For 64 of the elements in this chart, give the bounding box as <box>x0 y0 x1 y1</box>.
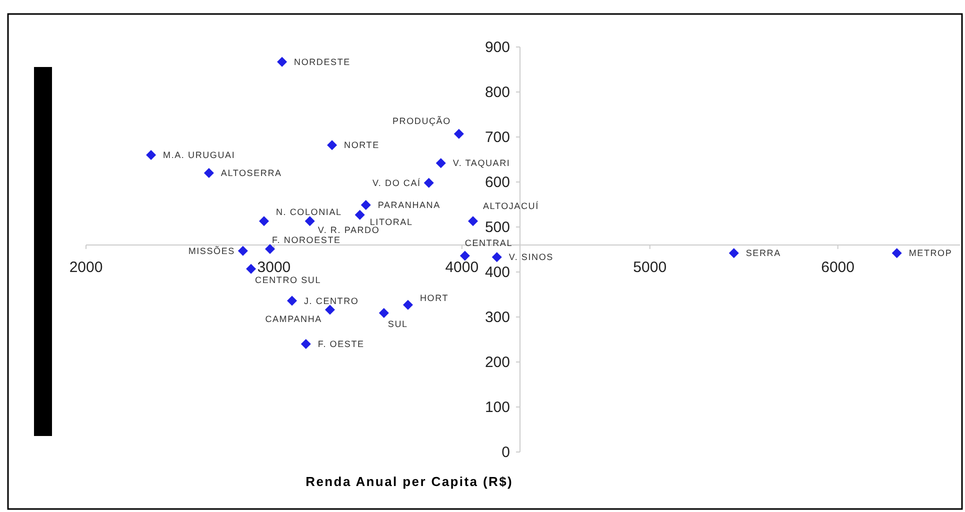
annotation: PARANHANA <box>378 200 440 210</box>
point <box>300 339 311 349</box>
point <box>378 308 389 318</box>
point <box>287 296 297 306</box>
x-tick-label: 5000 <box>633 259 667 276</box>
annotation: LITORAL <box>370 216 413 227</box>
x-axis-title: Renda Anual per Capita (R$) <box>306 474 514 489</box>
x-tick-label: 4000 <box>445 259 479 276</box>
annotation: CAMPANHA <box>265 314 322 324</box>
point <box>360 200 371 210</box>
annotation: MISSÕES <box>188 246 235 256</box>
point <box>892 248 902 258</box>
point <box>436 158 446 168</box>
point <box>454 128 464 139</box>
annotation: M.A. URUGUAI <box>163 150 236 160</box>
point <box>728 248 739 258</box>
annotation: J. CENTRO <box>304 296 359 306</box>
point <box>277 56 288 67</box>
y-tick-label: 400 <box>484 264 510 281</box>
annotation: HORT <box>420 292 449 303</box>
annotation: NORDESTE <box>294 56 350 67</box>
annotation: V. TAQUARI <box>452 158 510 168</box>
point <box>265 244 276 254</box>
x-tick-label: 6000 <box>821 259 855 276</box>
point <box>258 216 269 226</box>
annotation: F. OESTE <box>318 339 364 349</box>
annotation: SUL <box>388 318 408 329</box>
point <box>238 246 248 256</box>
annotation: SERRA <box>746 248 781 258</box>
y-tick-label: 0 <box>502 444 510 461</box>
annotation: V. SINOS <box>508 252 554 262</box>
annotation: ALTOJACUÍ <box>483 201 539 212</box>
y-tick-label: 900 <box>484 39 510 56</box>
y-tick-label: 700 <box>484 129 510 146</box>
y-tick-label: 500 <box>484 219 510 236</box>
point <box>204 168 214 178</box>
annotation: ALTOSERRA <box>220 168 282 178</box>
point <box>324 304 335 315</box>
point <box>402 300 413 310</box>
annotation: CENTRO SUL <box>255 274 322 285</box>
y-tick-label: 300 <box>484 309 510 326</box>
point <box>424 178 434 188</box>
point <box>460 250 470 261</box>
point <box>146 150 156 160</box>
point <box>304 216 315 226</box>
point <box>327 140 338 150</box>
y-tick-label: 600 <box>484 174 510 191</box>
annotation: N. COLONIAL <box>276 207 342 218</box>
x-tick-label: 2000 <box>69 259 103 276</box>
annotation: METROP <box>908 248 952 258</box>
point <box>246 264 256 274</box>
annotation: NORTE <box>344 140 380 150</box>
annotation: V. R. PARDO <box>318 225 380 236</box>
annotation: V. DO CAÍ <box>372 178 421 188</box>
x-tick-label: 3000 <box>257 259 291 276</box>
y-tick-label: 100 <box>484 399 510 416</box>
y-tick-label: 200 <box>484 354 510 371</box>
annotation: PRODUÇÃO <box>392 116 451 126</box>
annotation: F. NOROESTE <box>272 235 341 246</box>
y-tick-label: 800 <box>484 84 510 101</box>
point <box>354 210 365 220</box>
point <box>492 252 502 262</box>
point <box>468 216 478 226</box>
annotation: CENTRAL <box>464 238 513 248</box>
